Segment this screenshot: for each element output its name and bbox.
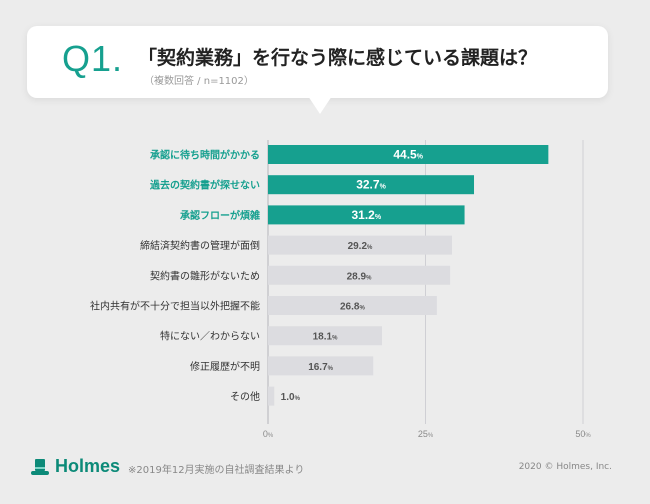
x-tick-unit: % [585,433,591,439]
value-unit: % [359,306,365,312]
category-label: 承認フローが煩雑 [180,209,260,222]
value-label: 18.1% [313,332,338,343]
value-label: 26.8% [340,302,365,313]
bar [268,386,275,406]
x-tick-unit: % [268,433,274,439]
value-number: 32.7 [356,178,380,192]
value-unit: % [328,366,334,372]
value-unit: % [295,396,301,402]
value-label: 16.7% [308,362,333,373]
question-subtitle: （複数回答 / n=1102） [144,76,254,87]
value-number: 28.9 [347,271,367,282]
survey-note: ※2019年12月実施の自社調査結果より [128,465,305,476]
category-label: その他 [230,390,260,403]
bar [268,235,452,255]
x-tick-label: 50% [575,429,591,439]
brand-logo: Holmes [30,456,120,477]
bar [268,356,374,376]
value-number: 31.2 [351,208,375,222]
value-label: 31.2% [351,208,381,222]
x-tick-value: 0 [263,429,268,439]
value-unit: % [417,154,424,161]
category-label: 承認に待ち時間がかかる [150,149,260,162]
value-label: 29.2% [348,241,373,252]
x-tick-value: 25 [418,429,428,439]
category-label: 契約書の雛形がないため [150,269,260,282]
value-unit: % [366,275,372,281]
category-label: 過去の契約書が探せない [149,179,260,192]
value-number: 26.8 [340,302,360,313]
value-label: 44.5% [393,148,423,162]
x-tick-unit: % [428,433,434,439]
value-label: 28.9% [347,271,372,282]
x-tick-label: 0% [263,429,274,439]
bar [268,175,475,195]
bubble-tail [308,96,332,114]
value-number: 44.5 [393,148,417,162]
x-tick-label: 25% [418,429,434,439]
value-label: 32.7% [356,178,386,192]
question-title: 「契約業務」を行なう際に感じている課題は？ [138,47,538,69]
bar [268,205,465,225]
value-number: 1.0 [281,392,295,403]
question-bubble [27,26,608,98]
value-label: 1.0% [281,392,301,403]
bar [268,265,451,285]
value-number: 16.7 [308,362,328,373]
bar [268,326,383,346]
value-number: 18.1 [313,332,333,343]
top-hat-icon [31,458,49,475]
category-label: 特にない／わからない [160,331,260,343]
category-label: 締結済契約書の管理が面倒 [140,239,260,252]
category-label: 社内共有が不十分で担当以外把握不能 [90,300,260,313]
brand-name: Holmes [55,456,121,476]
category-label: 修正履歴が不明 [190,360,260,373]
value-number: 29.2 [348,241,368,252]
question-number: Q1. [62,38,124,79]
value-unit: % [380,184,387,191]
value-unit: % [332,336,338,342]
value-unit: % [375,214,382,221]
bar [268,145,549,164]
x-tick-value: 50 [575,429,585,439]
bar [268,296,437,315]
value-unit: % [367,245,373,251]
copyright: 2020 © Holmes, Inc. [518,462,612,472]
